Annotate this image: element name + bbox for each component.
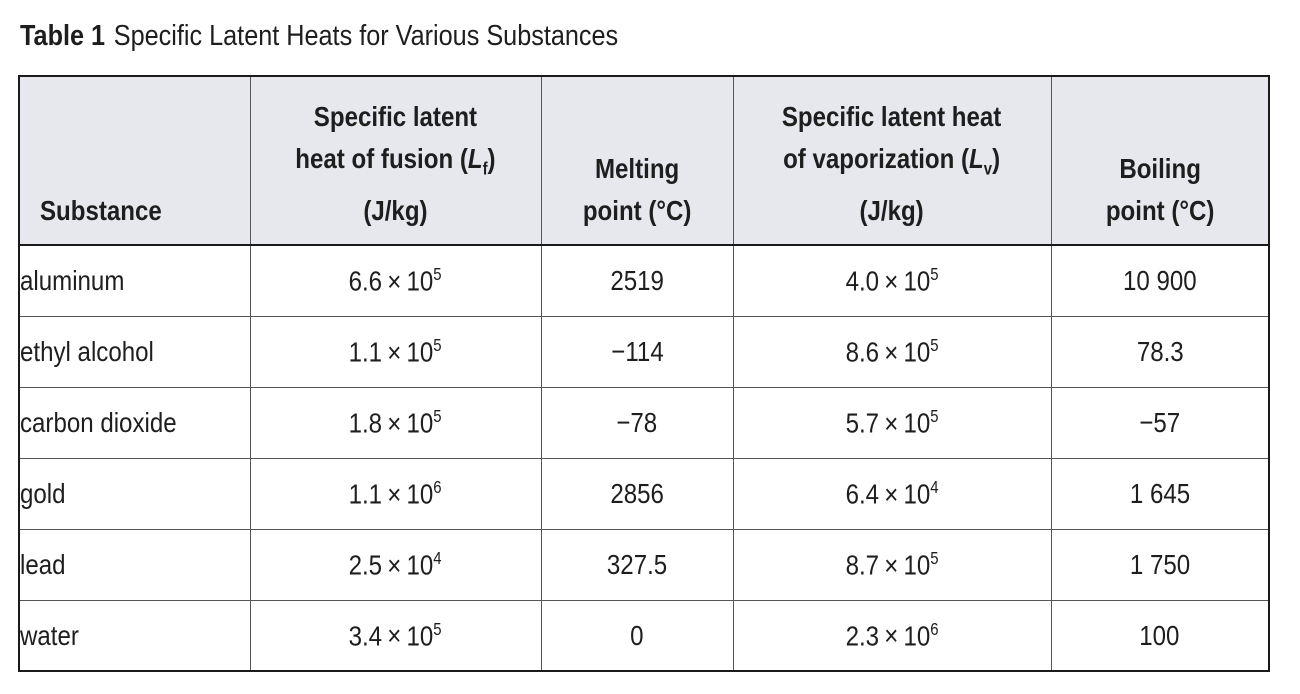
table-row: gold 1.1 × 106 2856 6.4 × 104 1 645 [18,458,1270,530]
cell-substance: lead [18,529,251,601]
table-row: water 3.4 × 105 0 2.3 × 106 100 [18,600,1270,672]
cell-fusion-heat: 2.5 × 104 [249,529,542,601]
cell-boiling-point: 1 750 [1050,529,1270,601]
cell-substance: ethyl alcohol [18,316,251,388]
header-vaporization: Specific latent heat of vaporization (Lv)… [732,75,1052,246]
table-row: carbon dioxide 1.8 × 105 −78 5.7 × 105 −57 [18,387,1270,459]
cell-melting-point: 327.5 [540,529,734,601]
cell-vaporization-heat: 8.7 × 105 [732,529,1052,601]
cell-substance: aluminum [18,244,251,317]
latent-heat-table: Substance Specific latent heat of fusion … [18,75,1270,672]
cell-boiling-point: 10 900 [1050,244,1270,317]
header-fusion: Specific latent heat of fusion (Lf) (J/kg) [249,75,542,246]
cell-boiling-point: −57 [1050,387,1270,459]
cell-melting-point: 2519 [540,244,734,317]
header-row: Substance Specific latent heat of fusion … [18,75,1270,246]
cell-substance: gold [18,458,251,530]
cell-melting-point: 2856 [540,458,734,530]
cell-fusion-heat: 1.1 × 105 [249,316,542,388]
table-row: ethyl alcohol 1.1 × 105 −114 8.6 × 105 78.3 [18,316,1270,388]
cell-vaporization-heat: 4.0 × 105 [732,244,1052,317]
table-label: Table 1 [20,20,106,52]
header-melting: Melting point (°C) [540,75,734,246]
cell-substance: carbon dioxide [18,387,251,459]
table-title: Specific Latent Heats for Various Substa… [113,20,619,52]
cell-melting-point: 0 [540,600,734,672]
cell-vaporization-heat: 8.6 × 105 [732,316,1052,388]
header-boiling: Boiling point (°C) [1050,75,1270,246]
table-row: aluminum 6.6 × 105 2519 4.0 × 105 10 900 [18,244,1270,317]
cell-melting-point: −78 [540,387,734,459]
table-caption: Table 1 Specific Latent Heats for Various… [20,18,618,54]
cell-fusion-heat: 6.6 × 105 [249,244,542,317]
cell-boiling-point: 1 645 [1050,458,1270,530]
cell-fusion-heat: 1.8 × 105 [249,387,542,459]
cell-boiling-point: 100 [1050,600,1270,672]
cell-fusion-heat: 3.4 × 105 [249,600,542,672]
cell-fusion-heat: 1.1 × 106 [249,458,542,530]
cell-boiling-point: 78.3 [1050,316,1270,388]
table-body: aluminum 6.6 × 105 2519 4.0 × 105 10 900 ethyl al… [18,244,1270,672]
table-row: lead 2.5 × 104 327.5 8.7 × 105 1 750 [18,529,1270,601]
cell-substance: water [18,600,251,672]
cell-vaporization-heat: 5.7 × 105 [732,387,1052,459]
cell-vaporization-heat: 2.3 × 106 [732,600,1052,672]
cell-vaporization-heat: 6.4 × 104 [732,458,1052,530]
cell-melting-point: −114 [540,316,734,388]
header-substance: Substance [18,75,251,246]
